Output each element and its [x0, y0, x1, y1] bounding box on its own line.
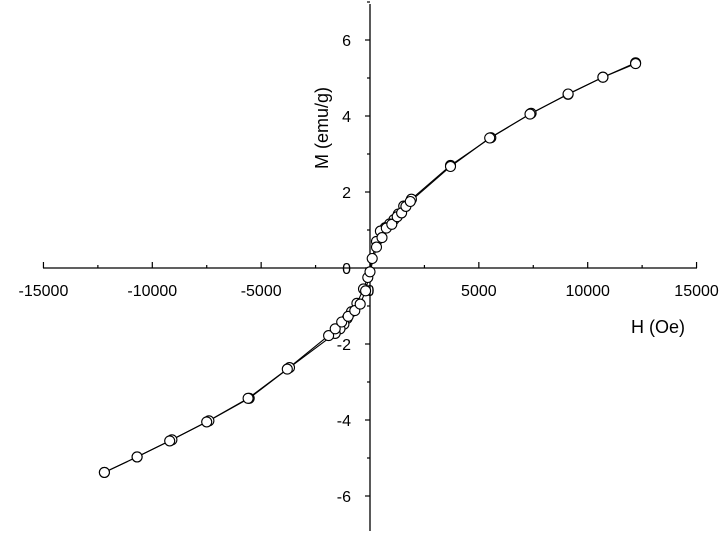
y-tick-label: -4	[337, 413, 351, 430]
data-point	[364, 266, 376, 278]
y-tick-label: -2	[337, 337, 351, 354]
data-point	[164, 435, 176, 447]
data-point	[444, 160, 457, 173]
data-point	[131, 451, 143, 463]
x-tick-label: -10000	[127, 283, 177, 300]
y-tick-label: -6	[337, 489, 351, 506]
data-point	[242, 392, 254, 404]
data-point	[484, 132, 496, 144]
data-point	[354, 298, 366, 310]
x-tick-label: 15000	[674, 283, 719, 300]
data-point	[281, 363, 293, 375]
data-point	[329, 323, 341, 335]
data-point	[404, 195, 416, 208]
x-tick-label: 10000	[565, 283, 610, 300]
data-point	[370, 241, 383, 253]
data-point	[98, 466, 110, 478]
y-tick-label: 4	[342, 109, 351, 126]
y-axis-label: M (emu/g)	[312, 87, 332, 169]
markers	[98, 57, 642, 478]
data-point	[562, 88, 574, 100]
x-axis-label: H (Oe)	[631, 317, 685, 337]
data-point	[201, 416, 213, 428]
data-point	[630, 58, 642, 70]
data-point	[524, 108, 536, 120]
data-point	[323, 330, 335, 342]
x-tick-label: -5000	[241, 283, 282, 300]
y-tick-label: 0	[342, 261, 351, 278]
data-point	[376, 232, 388, 244]
data-point	[597, 71, 609, 83]
data-point	[366, 252, 378, 265]
y-tick-label: 6	[342, 33, 351, 50]
data-point	[360, 285, 372, 297]
y-tick-label: 2	[342, 185, 351, 202]
x-tick-label: -15000	[19, 283, 69, 300]
x-tick-label: 5000	[461, 283, 497, 300]
data-point	[386, 218, 398, 230]
